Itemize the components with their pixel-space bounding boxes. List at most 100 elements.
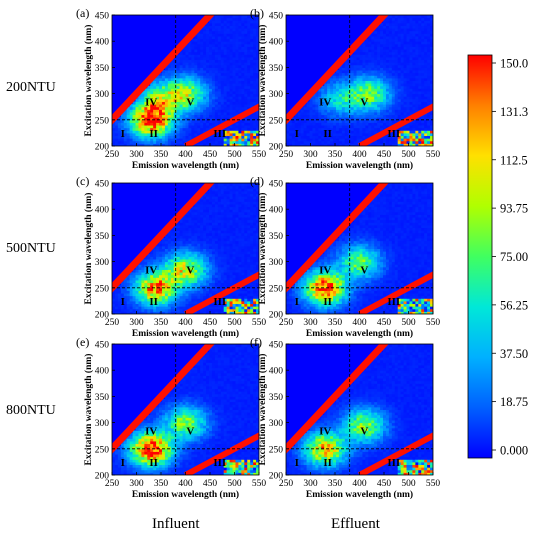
heat-cell	[427, 125, 431, 129]
heat-cell	[394, 143, 399, 146]
heat-cell	[424, 140, 428, 144]
heat-cell	[182, 85, 186, 89]
heat-cell	[179, 75, 184, 79]
heat-cell	[406, 20, 410, 24]
heat-cell	[203, 269, 207, 273]
heat-cell	[247, 140, 251, 144]
heat-cell	[176, 261, 181, 265]
heat-cell	[335, 96, 340, 100]
heat-cell	[156, 93, 160, 97]
heat-cell	[153, 295, 157, 299]
heat-cell	[135, 303, 139, 307]
rayleigh-scatter-band	[112, 15, 215, 125]
heat-cell	[350, 114, 355, 118]
heat-cell	[238, 25, 242, 29]
heat-cell	[206, 30, 210, 34]
heat-cell	[182, 90, 186, 95]
heat-cell	[223, 183, 228, 187]
heat-cell	[412, 56, 416, 61]
heat-cell	[209, 56, 213, 61]
heat-cell	[182, 93, 186, 97]
heat-cell	[327, 90, 331, 95]
heat-cell	[412, 96, 416, 100]
heat-cell	[256, 25, 259, 29]
heat-cell	[383, 64, 387, 68]
heat-cell	[211, 41, 216, 45]
heat-cell	[226, 17, 231, 21]
heat-cell	[318, 96, 322, 100]
heat-cell	[385, 46, 390, 50]
heat-cell	[197, 203, 201, 208]
heat-cell	[380, 56, 384, 61]
heat-cell	[244, 125, 248, 129]
heat-cell	[200, 83, 204, 87]
heat-cell	[129, 119, 134, 123]
heat-cell	[377, 49, 381, 53]
heat-cell	[338, 83, 343, 87]
heat-cell	[374, 96, 378, 100]
heat-cell	[397, 59, 402, 63]
heat-cell	[197, 308, 201, 312]
heat-cell	[391, 98, 396, 102]
heat-cell	[350, 75, 355, 79]
heat-cell	[353, 104, 358, 108]
heat-cell	[164, 272, 169, 276]
heat-cell	[194, 49, 198, 53]
heat-cell	[147, 311, 151, 314]
heat-cell	[200, 295, 204, 299]
heat-cell	[321, 109, 325, 113]
heat-cell	[220, 51, 225, 55]
heat-cell	[362, 101, 366, 105]
heat-cell	[241, 28, 245, 32]
heat-cell	[214, 308, 219, 312]
heat-cell	[147, 282, 151, 286]
heat-cell	[223, 240, 228, 244]
heat-cell	[194, 261, 198, 265]
heat-cell	[409, 138, 413, 142]
heat-cell	[220, 77, 225, 81]
heat-cell	[209, 35, 213, 40]
heat-cell	[400, 22, 405, 26]
heat-cell	[176, 238, 181, 242]
panel-letter: (b)	[250, 6, 264, 20]
heat-cell	[306, 135, 311, 139]
heat-cell	[321, 98, 325, 102]
heat-cell	[164, 122, 169, 126]
heat-cell	[427, 140, 431, 144]
heat-cell	[217, 201, 222, 205]
heat-cell	[170, 85, 175, 89]
x-tick-label: 300	[303, 150, 318, 160]
x-tick-label: 250	[105, 150, 120, 160]
heat-cell	[229, 261, 234, 265]
heat-cell	[232, 17, 236, 21]
heat-cell	[206, 201, 210, 205]
heat-cell	[147, 293, 151, 297]
heat-cell	[374, 93, 378, 97]
heat-cell	[209, 54, 213, 58]
heat-cell	[235, 25, 239, 29]
heat-cell	[120, 122, 125, 126]
heat-cell	[211, 219, 216, 223]
heat-cell	[203, 274, 207, 278]
heat-cell	[383, 119, 387, 123]
heat-cell	[229, 46, 234, 50]
heat-cell	[226, 20, 231, 24]
heat-cell	[200, 51, 204, 55]
heat-cell	[333, 90, 337, 95]
heat-cell	[235, 80, 239, 84]
heat-cell	[223, 235, 228, 239]
heat-cell	[182, 311, 186, 314]
heat-cell	[430, 90, 433, 95]
heat-cell	[129, 300, 134, 305]
heat-cell	[397, 72, 402, 76]
heat-cell	[371, 85, 375, 89]
heat-cell	[250, 72, 254, 76]
heat-cell	[211, 198, 216, 202]
heat-cell	[123, 114, 128, 118]
heat-cell	[223, 224, 228, 229]
heat-cell	[200, 272, 204, 276]
heat-cell	[150, 117, 154, 121]
heat-cell	[164, 245, 169, 249]
heat-cell	[235, 70, 239, 74]
heat-cell	[412, 62, 416, 66]
